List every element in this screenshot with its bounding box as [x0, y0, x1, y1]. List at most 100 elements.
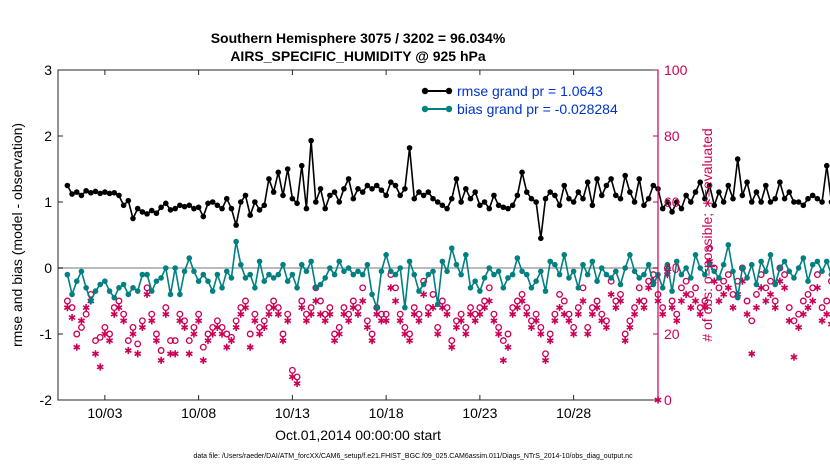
- rmse-point: [416, 189, 422, 195]
- bias-point: [322, 275, 328, 281]
- bias-point: [523, 271, 530, 278]
- rmse-point: [219, 205, 225, 212]
- count-star-stroke: [326, 311, 334, 317]
- rmse-point: [758, 199, 764, 205]
- bias-point: [575, 285, 582, 291]
- evaluated-obs-marker: [143, 290, 151, 298]
- possible-obs-marker: [279, 330, 287, 338]
- possible-obs-marker: [560, 297, 568, 305]
- count-star-stroke: [284, 318, 292, 324]
- evaluated-obs-marker: [251, 317, 259, 325]
- count-star-stroke: [110, 311, 118, 317]
- count-star-stroke: [101, 331, 109, 337]
- count-star-stroke: [659, 311, 667, 317]
- count-star-stroke: [495, 331, 503, 337]
- rmse-point: [439, 202, 446, 209]
- evaluated-obs-marker: [148, 317, 156, 325]
- rmse-point: [280, 192, 286, 199]
- evaluated-obs-marker: [504, 343, 512, 351]
- rmse-point: [716, 189, 722, 195]
- possible-obs-marker: [565, 310, 573, 318]
- bias-point: [350, 271, 357, 278]
- evaluated-obs-marker: [120, 317, 128, 325]
- bias-point: [659, 285, 666, 291]
- possible-obs-marker: [720, 277, 728, 285]
- possible-obs-marker: [682, 277, 690, 285]
- evaluated-obs-marker: [448, 343, 456, 351]
- count-star-stroke: [448, 344, 456, 350]
- possible-obs-marker: [359, 284, 367, 292]
- possible-obs-marker: [612, 297, 620, 305]
- count-star-stroke: [640, 305, 648, 311]
- count-star-stroke: [668, 305, 676, 311]
- evaluated-obs-marker: [316, 310, 325, 318]
- rmse-point: [603, 182, 610, 189]
- possible-obs-marker: [256, 323, 264, 331]
- evaluated-obs-marker: [584, 330, 592, 338]
- rmse-point: [523, 189, 530, 195]
- possible-obs-marker: [617, 290, 624, 298]
- evaluated-obs-marker: [106, 337, 114, 345]
- possible-obs-marker: [326, 304, 334, 312]
- rmse-point: [486, 205, 493, 212]
- legend: rmse grand pr = 1.0643 bias grand pr = -…: [421, 83, 618, 117]
- possible-obs-marker: [471, 310, 479, 318]
- evaluated-obs-marker: [204, 337, 212, 345]
- count-star-stroke: [406, 338, 414, 344]
- rmse-point: [256, 207, 263, 213]
- evaluated-obs-marker: [331, 337, 339, 345]
- rmse-point: [336, 199, 343, 205]
- rmse-point: [378, 187, 385, 193]
- possible-obs-marker: [767, 277, 774, 285]
- rmse-point: [781, 195, 788, 202]
- count-star-stroke: [682, 291, 690, 297]
- count-star-stroke: [757, 285, 765, 291]
- bias-point: [233, 238, 239, 245]
- possible-obs-marker: [396, 310, 404, 318]
- count-star-stroke: [509, 311, 517, 317]
- bias-point: [294, 285, 300, 291]
- rmse-point: [331, 189, 338, 195]
- count-star-stroke: [691, 298, 700, 304]
- bias-point: [491, 271, 497, 278]
- legend-bias-marker-left: [421, 105, 429, 113]
- evaluated-obs-marker: [218, 330, 226, 338]
- rmse-point: [289, 195, 296, 202]
- rmse-point: [359, 189, 366, 195]
- rmse-point: [495, 202, 502, 209]
- count-star-stroke: [256, 331, 264, 337]
- possible-obs-marker: [223, 330, 231, 338]
- evaluated-obs-marker: [96, 363, 104, 371]
- bias-point: [177, 291, 183, 298]
- rmse-point: [697, 179, 703, 185]
- rmse-point: [795, 199, 802, 205]
- bias-point: [547, 258, 553, 265]
- possible-obs-marker: [199, 343, 207, 351]
- bias-point: [331, 271, 338, 278]
- rmse-point: [669, 209, 675, 215]
- rmse-point: [355, 186, 361, 192]
- evaluated-obs-marker: [129, 330, 137, 338]
- count-star-stroke: [795, 324, 803, 330]
- count-star-stroke: [804, 305, 812, 311]
- bias-point: [172, 265, 178, 271]
- chart-subtitle: AIRS_SPECIFIC_HUMIDITY @ 925 hPa: [230, 48, 486, 64]
- rmse-point: [725, 182, 732, 189]
- count-star-stroke: [485, 298, 493, 304]
- evaluated-obs-marker: [223, 343, 231, 351]
- evaluated-obs-marker: [762, 297, 770, 305]
- bias-point: [463, 252, 469, 258]
- rmse-point: [800, 202, 807, 209]
- possible-obs-marker: [124, 337, 132, 345]
- bias-point: [758, 258, 764, 265]
- bias-point: [791, 275, 797, 281]
- count-star-stroke: [504, 344, 512, 350]
- count-star-stroke: [593, 305, 601, 311]
- possible-obs-marker: [73, 330, 81, 338]
- bias-point: [720, 261, 727, 268]
- bias-point: [786, 268, 793, 275]
- evaluated-obs-marker: [246, 343, 254, 351]
- possible-obs-marker: [602, 317, 610, 325]
- possible-obs-marker: [827, 278, 830, 285]
- bias-point: [92, 288, 99, 294]
